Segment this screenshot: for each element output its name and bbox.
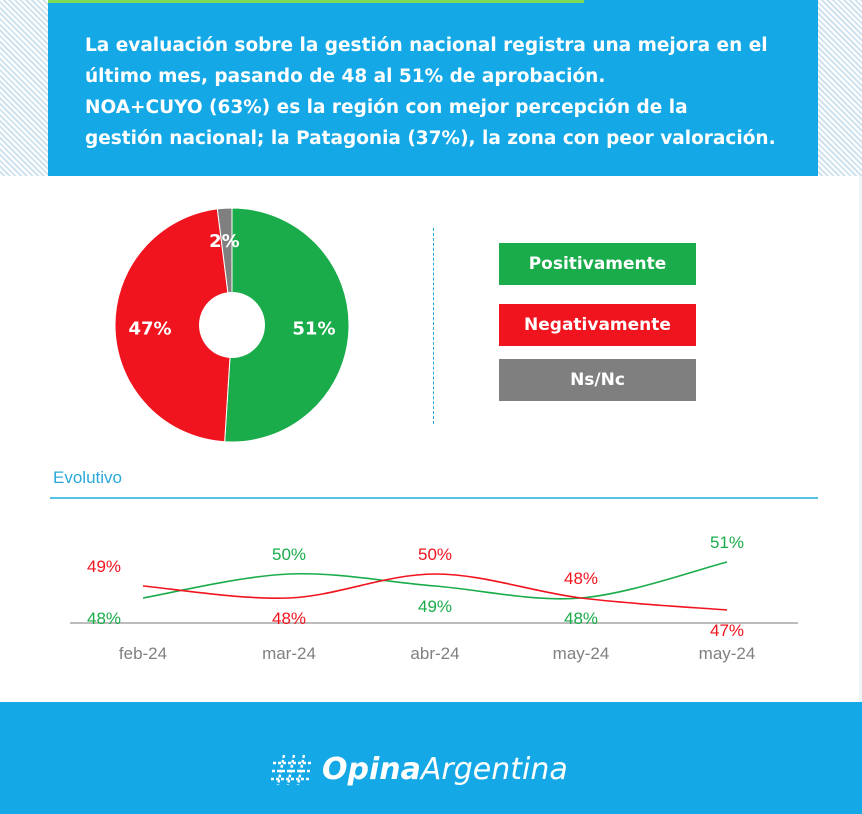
brand-name-light: Argentina (420, 752, 568, 787)
data-label-negativamente: 48% (564, 569, 598, 588)
donut-hole (199, 292, 265, 358)
header-hatch-right (818, 0, 862, 176)
legend-negativamente: Negativamente (499, 304, 696, 346)
data-label-positivamente: 50% (272, 545, 306, 564)
donut-value-label: 51% (292, 319, 335, 340)
donut-chart: 51% 47% 2% (114, 207, 350, 443)
data-label-negativamente: 47% (710, 621, 744, 640)
data-label-negativamente: 48% (272, 609, 306, 628)
donut-slice-positivamente (224, 207, 350, 443)
evolutivo-title: Evolutivo (53, 468, 122, 487)
x-tick-label: mar-24 (262, 644, 316, 663)
header-accent-line (48, 0, 584, 3)
brand-name-bold: Opina (322, 752, 421, 787)
headline-text: La evaluación sobre la gestión nacional … (85, 35, 776, 149)
x-tick-label: may-24 (553, 644, 610, 663)
brand-logo: OpinaArgentina (270, 752, 568, 787)
hash-grid-icon (271, 754, 312, 785)
evolutivo-underline (50, 497, 818, 499)
line-chart: feb-24 mar-24 abr-24 may-24 may-24 48% 50% 49% 4… (70, 533, 798, 663)
data-label-positivamente: 51% (710, 533, 744, 552)
data-label-positivamente: 48% (564, 609, 598, 628)
data-label-negativamente: 50% (418, 545, 452, 564)
frame-edge (859, 176, 862, 702)
data-label-negativamente: 49% (87, 557, 121, 576)
data-label-positivamente: 48% (87, 609, 121, 628)
x-tick-label: may-24 (699, 644, 756, 663)
data-label-positivamente: 49% (418, 597, 452, 616)
header-hatch-left (0, 0, 48, 176)
footer-band (0, 702, 862, 814)
donut-value-label: 2% (209, 231, 240, 252)
x-tick-label: abr-24 (410, 644, 459, 663)
legend-nsnc: Ns/Nc (499, 359, 696, 401)
series-line-negativamente (142, 573, 728, 611)
series-line-positivamente (142, 561, 728, 600)
legend-positivamente: Positivamente (499, 243, 696, 285)
donut-slice-negativamente (114, 208, 233, 443)
divider-dashed (433, 228, 434, 424)
header-banner: La evaluación sobre la gestión nacional … (48, 0, 818, 176)
donut-value-label: 47% (128, 319, 171, 340)
x-tick-label: feb-24 (119, 644, 167, 663)
